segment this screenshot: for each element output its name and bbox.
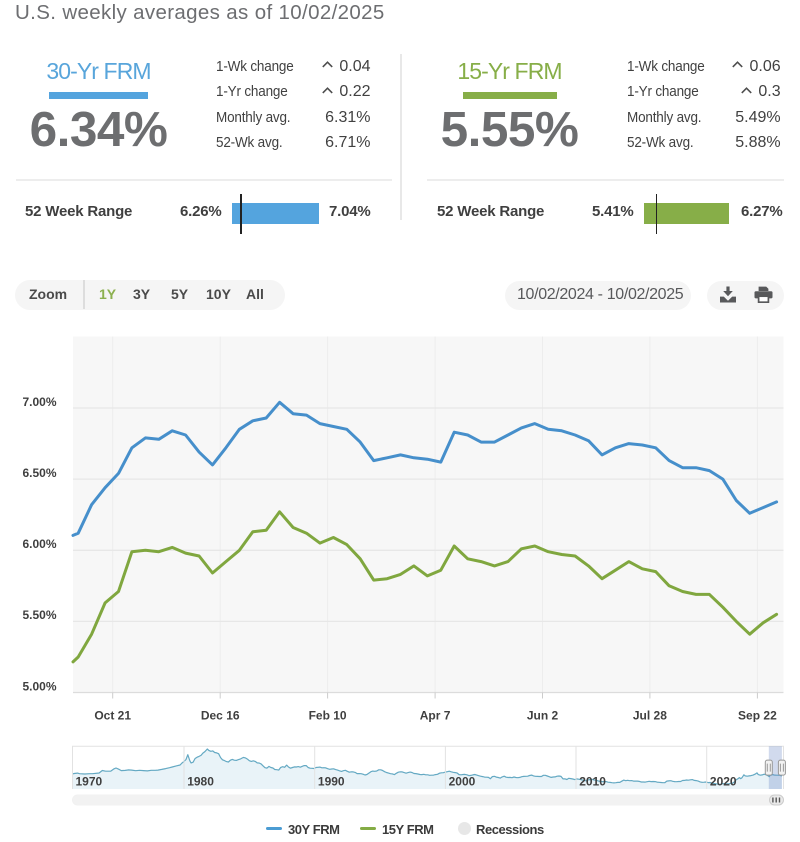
svg-text:Jul 28: Jul 28: [633, 709, 667, 723]
svg-text:Apr 7: Apr 7: [420, 709, 451, 723]
svg-text:Jun 2: Jun 2: [527, 709, 559, 723]
svg-text:6.50%: 6.50%: [22, 466, 56, 480]
svg-text:7.00%: 7.00%: [22, 395, 56, 409]
svg-text:Sep 22: Sep 22: [738, 709, 777, 723]
svg-text:2020: 2020: [710, 775, 737, 789]
svg-text:Dec 16: Dec 16: [201, 709, 240, 723]
svg-text:2000: 2000: [449, 775, 476, 789]
svg-text:5.50%: 5.50%: [22, 608, 56, 622]
svg-text:Oct 21: Oct 21: [94, 709, 131, 723]
svg-text:1970: 1970: [76, 775, 103, 789]
svg-text:Feb 10: Feb 10: [309, 709, 347, 723]
svg-text:1990: 1990: [318, 775, 345, 789]
svg-text:1980: 1980: [187, 775, 214, 789]
svg-text:6.00%: 6.00%: [22, 537, 56, 551]
svg-text:5.00%: 5.00%: [22, 679, 56, 693]
svg-text:2010: 2010: [579, 775, 606, 789]
